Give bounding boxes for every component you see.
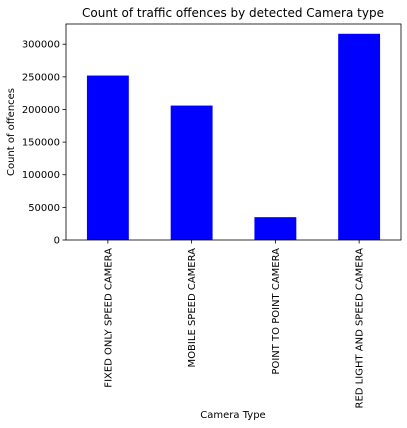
- y-tick-label: 200000: [22, 105, 60, 116]
- y-tick-label: 250000: [22, 72, 60, 83]
- y-tick-label: 100000: [22, 170, 60, 181]
- x-tick-label: FIXED ONLY SPEED CAMERA: [103, 248, 114, 388]
- x-tick-label: MOBILE SPEED CAMERA: [187, 248, 198, 368]
- bar: [338, 33, 381, 240]
- y-tick-label: 50000: [28, 203, 60, 214]
- bar: [170, 105, 213, 240]
- x-tick-label: POINT TO POINT CAMERA: [271, 248, 282, 375]
- bar: [86, 75, 129, 240]
- y-tick-label: 150000: [22, 138, 60, 149]
- y-axis-label: Count of offences: [6, 88, 17, 176]
- plot-frame: [65, 23, 402, 241]
- y-tick-label: 300000: [22, 40, 60, 51]
- bar: [254, 217, 297, 240]
- x-axis-label: Camera Type: [200, 410, 265, 421]
- chart-title: Count of traffic offences by detected Ca…: [82, 6, 384, 20]
- y-tick-label: 0: [54, 236, 60, 247]
- x-tick-label: RED LIGHT AND SPEED CAMERA: [355, 248, 366, 409]
- plot-area: 0 50000 100000 150000 200000 250000 300000 FIXE…: [22, 33, 381, 409]
